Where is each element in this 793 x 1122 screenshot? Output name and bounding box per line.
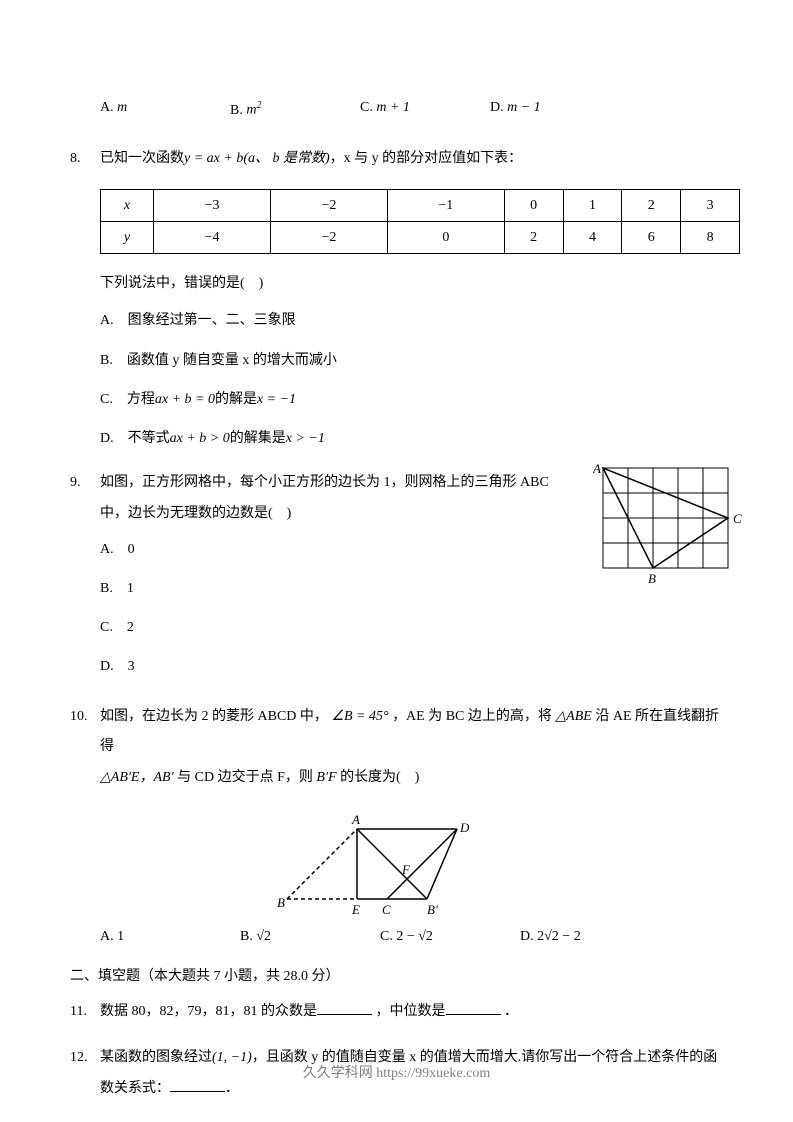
svg-text:C: C bbox=[733, 511, 742, 526]
q7-options: A. m B. m2 C. m + 1 D. m − 1 bbox=[100, 100, 723, 119]
math: ∠B = 45° bbox=[331, 709, 388, 724]
svg-text:E: E bbox=[351, 902, 360, 917]
cell: −3 bbox=[154, 190, 271, 222]
opt-label: D. bbox=[490, 100, 504, 116]
question-number: 10. bbox=[70, 702, 100, 794]
question-number: 9. bbox=[70, 468, 100, 686]
question-body: 数据 80，82，79，81，81 的众数是 ，中位数是 ． bbox=[100, 997, 723, 1028]
table-row: x −3 −2 −1 0 1 2 3 bbox=[101, 190, 740, 222]
svg-text:C: C bbox=[382, 902, 391, 917]
text: ，x 与 y 的部分对应值如下表： bbox=[330, 151, 523, 166]
cell: −2 bbox=[270, 190, 387, 222]
svg-text:A: A bbox=[593, 461, 601, 476]
opt-value: m − 1 bbox=[507, 100, 541, 116]
math: △AB′E，AB′ bbox=[100, 770, 174, 785]
svg-text:B: B bbox=[277, 895, 285, 910]
q7-opt-c: C. m + 1 bbox=[360, 100, 490, 119]
q10-opt-a: A. 1 bbox=[100, 929, 240, 945]
math: y = ax + b(a、 bbox=[184, 151, 269, 166]
text: 与 CD 边交于点 F，则 bbox=[177, 770, 313, 785]
text: D. 不等式 bbox=[100, 431, 170, 446]
cell: 1 bbox=[563, 190, 622, 222]
math: x = −1 bbox=[257, 392, 296, 407]
text: ，中位数是 bbox=[376, 1004, 446, 1019]
text: 的解集是 bbox=[230, 431, 286, 446]
q9-grid-figure: A B C bbox=[593, 458, 743, 588]
text: ，AE 为 BC 边上的高，将 bbox=[392, 709, 552, 724]
text: C. 方程 bbox=[100, 392, 155, 407]
question-body: 如图，在边长为 2 的菱形 ABCD 中， ∠B = 45° ，AE 为 BC … bbox=[100, 702, 723, 794]
q7-opt-b: B. m2 bbox=[230, 100, 360, 119]
q10-figure: A B E C B′ D F bbox=[267, 809, 527, 919]
opt-label: A. bbox=[100, 100, 114, 116]
text: 已知一次函数 bbox=[100, 151, 184, 166]
cell: −1 bbox=[387, 190, 504, 222]
svg-text:B: B bbox=[648, 571, 656, 586]
math: △ABE bbox=[555, 709, 591, 724]
cell: −2 bbox=[270, 222, 387, 254]
fill-blank[interactable] bbox=[446, 1001, 501, 1015]
math: B′F bbox=[316, 770, 336, 785]
question-number: 8. bbox=[70, 144, 100, 175]
fill-blank[interactable] bbox=[317, 1001, 372, 1015]
q8: 8. 已知一次函数y = ax + b(a、 b 是常数)，x 与 y 的部分对… bbox=[70, 144, 723, 175]
opt-value: m2 bbox=[246, 100, 261, 119]
opt-label: C. bbox=[360, 100, 373, 116]
cell: 6 bbox=[622, 222, 681, 254]
svg-text:D: D bbox=[459, 820, 470, 835]
text: 如图，在边长为 2 的菱形 ABCD 中， bbox=[100, 709, 328, 724]
svg-text:B′: B′ bbox=[427, 902, 438, 917]
question-body: 已知一次函数y = ax + b(a、 b 是常数)，x 与 y 的部分对应值如… bbox=[100, 144, 723, 175]
q7-opt-d: D. m − 1 bbox=[490, 100, 620, 119]
q10-options: A. 1 B. √2 C. 2 − √2 D. 2√2 − 2 bbox=[100, 929, 723, 945]
page-footer: 久久学科网 https://99xueke.com bbox=[0, 1062, 793, 1082]
text: 如图，正方形网格中，每个小正方形的边长为 1，则网格上的三角形 ABC 中，边长… bbox=[100, 475, 549, 521]
q9: 9. 如图，正方形网格中，每个小正方形的边长为 1，则网格上的三角形 ABC 中… bbox=[70, 468, 723, 686]
q10-opt-d: D. 2√2 − 2 bbox=[520, 929, 660, 945]
text: 数据 80，82，79，81，81 的众数是 bbox=[100, 1004, 317, 1019]
cell: 2 bbox=[504, 222, 563, 254]
section-2-title: 二、填空题（本大题共 7 小题，共 28.0 分） bbox=[70, 965, 723, 985]
q10-opt-c: C. 2 − √2 bbox=[380, 929, 520, 945]
cell: 0 bbox=[387, 222, 504, 254]
cell: x bbox=[101, 190, 154, 222]
cell: −4 bbox=[154, 222, 271, 254]
q8-table: x −3 −2 −1 0 1 2 3 y −4 −2 0 2 4 6 8 bbox=[100, 189, 740, 254]
q8-choice-d: D. 不等式ax + b > 0的解集是x > −1 bbox=[100, 419, 723, 458]
question-number: 11. bbox=[70, 997, 100, 1028]
cell: 8 bbox=[681, 222, 740, 254]
table-row: y −4 −2 0 2 4 6 8 bbox=[101, 222, 740, 254]
text: 的解是 bbox=[215, 392, 257, 407]
q9-choice-d: D. 3 bbox=[100, 647, 573, 686]
cell: y bbox=[101, 222, 154, 254]
q8-choice-b: B. 函数值 y 随自变量 x 的增大而减小 bbox=[100, 341, 723, 380]
opt-value: m bbox=[117, 100, 127, 116]
math: ax + b = 0 bbox=[155, 392, 215, 407]
math: ax + b > 0 bbox=[170, 431, 230, 446]
q9-choice-c: C. 2 bbox=[100, 608, 573, 647]
q10: 10. 如图，在边长为 2 的菱形 ABCD 中， ∠B = 45° ，AE 为… bbox=[70, 702, 723, 794]
svg-text:F: F bbox=[401, 862, 411, 877]
opt-label: B. bbox=[230, 103, 243, 119]
math: b 是常数) bbox=[272, 151, 329, 166]
q8-choice-a: A. 图象经过第一、二、三象限 bbox=[100, 301, 723, 340]
cell: 2 bbox=[622, 190, 681, 222]
q11: 11. 数据 80，82，79，81，81 的众数是 ，中位数是 ． bbox=[70, 997, 723, 1028]
opt-value: m + 1 bbox=[376, 100, 410, 116]
q9-choice-b: B. 1 bbox=[100, 569, 573, 608]
cell: 3 bbox=[681, 190, 740, 222]
math: x > −1 bbox=[286, 431, 325, 446]
q9-choice-a: A. 0 bbox=[100, 530, 573, 569]
text: ． bbox=[225, 1081, 239, 1096]
q8-choice-c: C. 方程ax + b = 0的解是x = −1 bbox=[100, 380, 723, 419]
cell: 4 bbox=[563, 222, 622, 254]
cell: 0 bbox=[504, 190, 563, 222]
svg-text:A: A bbox=[351, 812, 360, 827]
text: 的长度为( ) bbox=[340, 770, 419, 785]
q7-opt-a: A. m bbox=[100, 100, 230, 119]
text: ． bbox=[504, 1004, 518, 1019]
q8-mid: 下列说法中，错误的是( ) bbox=[100, 266, 723, 301]
q10-opt-b: B. √2 bbox=[240, 929, 380, 945]
